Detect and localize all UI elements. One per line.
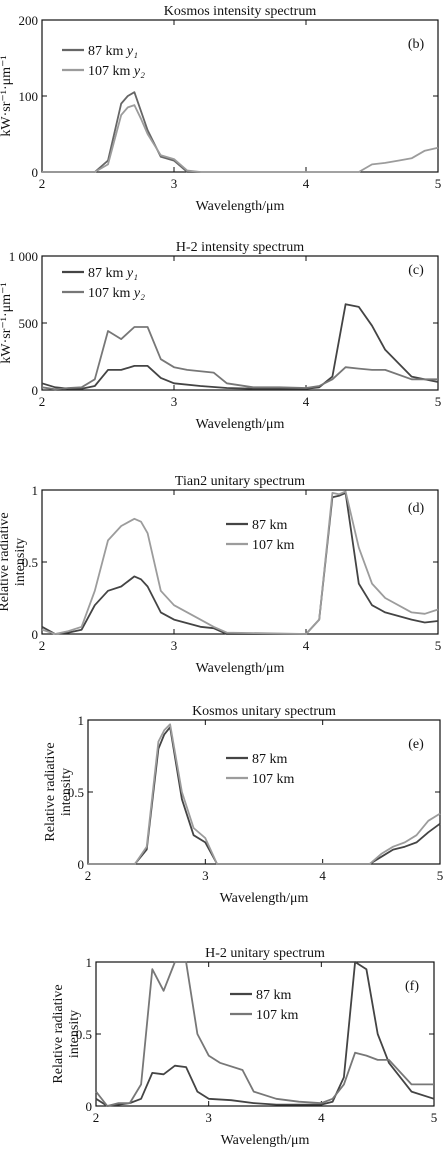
y-axis-label-line2: intensity (13, 538, 28, 586)
plot-frame (41, 489, 439, 635)
y-tick-label: 0 (32, 383, 39, 398)
panel-label: (b) (408, 37, 425, 52)
legend-label-0: 87 km (256, 988, 292, 1003)
x-tick-label: 5 (437, 868, 444, 883)
x-tick-label: 2 (39, 638, 46, 653)
y-tick-label: 0.5 (22, 555, 38, 570)
legend-label-0: 87 km y₁ (88, 266, 138, 281)
x-tick-label: 4 (303, 638, 310, 653)
x-tick-label: 5 (435, 394, 442, 409)
panel-label: (d) (408, 501, 425, 516)
chart-panel-1: H-2 intensity spectrum 2 3 4 5 0 500 1 000 Wavel… (0, 240, 441, 432)
x-axis-label: Wavelength/μm (220, 891, 309, 906)
x-tick-label: 2 (39, 394, 46, 409)
legend-label-1: 107 km (256, 1008, 299, 1023)
y-tick-label: 0 (86, 1099, 93, 1114)
x-tick-label: 3 (202, 868, 209, 883)
chart-panel-3: Kosmos unitary spectrum 2 3 4 5 0 0.5 1 Waveleng… (43, 704, 443, 906)
chart-title: H-2 intensity spectrum (176, 240, 304, 255)
x-tick-label: 5 (435, 176, 442, 191)
plot-frame (87, 719, 441, 865)
x-tick-label: 5 (435, 638, 442, 653)
x-tick-label: 3 (205, 1110, 212, 1125)
chart-title: Kosmos unitary spectrum (192, 704, 336, 719)
chart-panel-0: Kosmos intensity spectrum 2 3 4 5 0 100 200 Wave… (0, 4, 441, 214)
x-tick-label: 3 (171, 638, 178, 653)
y-tick-label: 1 (86, 955, 93, 970)
panel-label: (f) (405, 979, 419, 994)
chart-panel-2: Tian2 unitary spectrum 2 3 4 5 0 0.5 1 Wavelengt… (0, 474, 441, 676)
y-tick-label: 200 (19, 13, 39, 28)
legend-label-0: 87 km (252, 752, 288, 767)
y-axis-label-line1: Relative radiative (43, 742, 58, 841)
y-tick-label: 1 000 (9, 249, 38, 264)
x-tick-label: 5 (431, 1110, 438, 1125)
y-tick-label: 500 (19, 316, 39, 331)
legend-label-1: 107 km (252, 538, 295, 553)
y-axis-label-line1: Relative radiative (51, 984, 66, 1083)
x-tick-label: 3 (171, 394, 178, 409)
x-tick-label: 2 (39, 176, 46, 191)
series-line-1 (41, 490, 439, 635)
panel-label: (e) (408, 737, 424, 752)
y-tick-label: 0.5 (76, 1027, 92, 1042)
y-axis-label-line2: kW·sr⁻¹·μm⁻¹ (0, 282, 14, 363)
y-tick-label: 1 (78, 713, 85, 728)
y-tick-label: 0 (78, 857, 85, 872)
x-tick-label: 4 (303, 176, 310, 191)
y-axis-label-line2: intensity (59, 768, 74, 816)
x-tick-label: 2 (93, 1110, 100, 1125)
chart-panel-4: H-2 unitary spectrum 2 3 4 5 0 0.5 1 Wavelength/… (51, 946, 437, 1148)
series-line-1 (42, 104, 439, 173)
chart-title: Kosmos intensity spectrum (164, 4, 317, 19)
x-tick-label: 4 (319, 868, 326, 883)
y-tick-label: 0 (32, 627, 39, 642)
x-axis-label: Wavelength/μm (221, 1133, 310, 1148)
plot-frame (41, 19, 439, 173)
y-tick-label: 1 (32, 483, 39, 498)
legend-subscript: y₂ (132, 286, 145, 301)
y-tick-label: 100 (19, 89, 39, 104)
legend-subscript: y₁ (125, 44, 138, 59)
y-axis-label-line1: Relative radiative (0, 512, 12, 611)
legend-subscript: y₁ (125, 266, 138, 281)
chart-title: Tian2 unitary spectrum (175, 474, 305, 489)
series-line-0 (88, 726, 441, 865)
legend-label-1: 107 km y₂ (88, 64, 145, 79)
series-line-1 (88, 723, 441, 865)
legend-label-1: 107 km y₂ (88, 286, 145, 301)
series-line-0 (42, 91, 201, 173)
series-line-1 (95, 961, 434, 1107)
y-axis-label-line2: intensity (67, 1010, 82, 1058)
x-tick-label: 4 (318, 1110, 325, 1125)
x-tick-label: 4 (303, 394, 310, 409)
series-line-0 (41, 491, 439, 635)
x-axis-label: Wavelength/μm (196, 199, 285, 214)
series-line-0 (95, 961, 435, 1107)
x-tick-label: 2 (85, 868, 92, 883)
series-line-1 (41, 326, 438, 391)
x-axis-label: Wavelength/μm (196, 661, 285, 676)
x-tick-label: 3 (171, 176, 178, 191)
legend-subscript: y₂ (132, 64, 145, 79)
y-axis-label-line2: kW·sr⁻¹·μm⁻¹ (0, 55, 14, 136)
series-line-0 (41, 303, 439, 390)
chart-title: H-2 unitary spectrum (205, 946, 325, 961)
legend-label-0: 87 km (252, 518, 288, 533)
y-tick-label: 0 (32, 165, 39, 180)
y-tick-label: 0.5 (68, 785, 84, 800)
panel-label: (c) (408, 263, 424, 278)
legend-label-0: 87 km y₁ (88, 44, 138, 59)
x-axis-label: Wavelength/μm (196, 417, 285, 432)
legend-label-1: 107 km (252, 772, 295, 787)
